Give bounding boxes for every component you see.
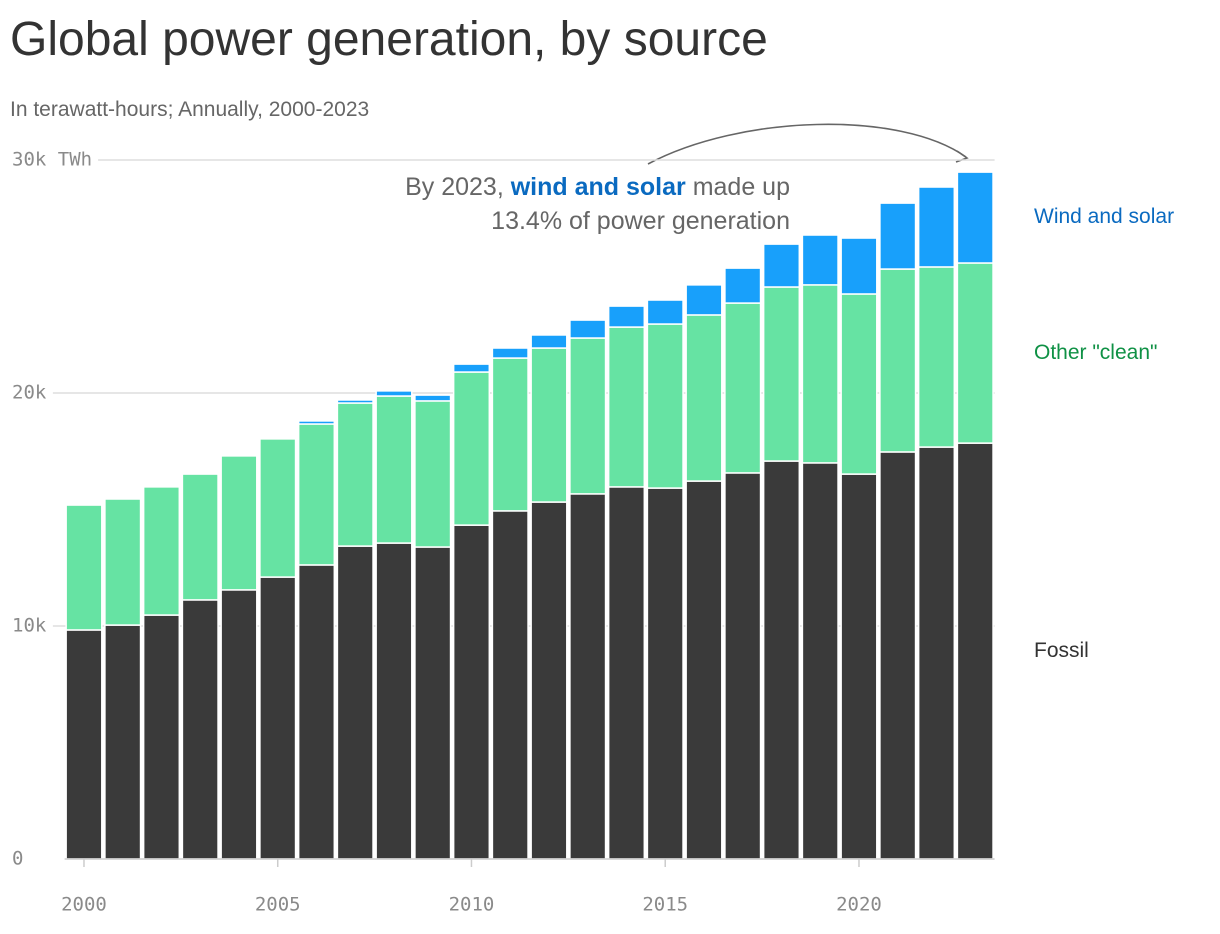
chart-subtitle: In terawatt-hours; Annually, 2000-2023 — [10, 98, 370, 121]
bar-segment — [104, 498, 142, 626]
bar-segment — [840, 293, 878, 475]
bar-segment — [452, 371, 491, 526]
bar-segment — [569, 319, 607, 339]
bar-segment — [336, 402, 374, 547]
y-tick-label: 0 — [12, 848, 23, 870]
y-tick-label: 30k TWh — [12, 149, 92, 171]
bar-segment — [569, 493, 607, 860]
bar-segment — [336, 399, 374, 404]
x-tick-label: 2020 — [836, 894, 882, 916]
annotation-text: made up — [692, 173, 790, 201]
bar-segment — [414, 546, 452, 860]
bar-segment — [336, 545, 374, 860]
bar-segment — [646, 323, 684, 489]
y-tick-label: 20k — [12, 382, 47, 404]
bar-segment — [220, 455, 258, 591]
bar-segment — [801, 234, 839, 286]
bar-segment — [491, 510, 529, 860]
bar-segment — [607, 305, 646, 328]
annotation-highlight: wind and solar — [510, 173, 686, 201]
bar-segment — [917, 446, 956, 860]
bar-segment — [104, 624, 142, 860]
bar-segment — [956, 262, 994, 444]
bar-segment — [297, 564, 336, 860]
bar-segment — [530, 501, 568, 860]
bar-segment — [452, 363, 491, 373]
bar-segment — [142, 486, 181, 616]
bar-segment — [297, 423, 336, 566]
bar-segment — [724, 472, 762, 860]
bar-segment — [685, 480, 723, 860]
bar-segment — [181, 599, 219, 860]
bar-segment — [840, 473, 878, 860]
annotation-arrow — [647, 123, 967, 165]
bar-segment — [65, 504, 103, 631]
bar-segment — [259, 576, 297, 860]
bar-segment — [414, 394, 452, 402]
bar-segment — [685, 314, 723, 482]
series-label: Fossil — [1034, 639, 1089, 663]
bar-segment — [375, 542, 413, 860]
bar-segment — [259, 438, 297, 578]
bar-segment — [801, 462, 839, 860]
bar-segment — [840, 237, 878, 295]
bar-segment — [762, 460, 801, 860]
bar-segment — [646, 487, 684, 860]
bar-segment — [956, 171, 994, 264]
bar-segment — [297, 420, 336, 425]
annotation-text: 13.4% of power generation — [491, 207, 790, 235]
bar-segment — [879, 202, 917, 270]
bar-segment — [879, 451, 917, 860]
bar-segment — [685, 284, 723, 316]
bar-segment — [452, 524, 491, 860]
bar-segment — [530, 334, 568, 349]
bar-segment — [491, 357, 529, 512]
bar-segment — [646, 299, 684, 325]
bar-segment — [65, 629, 103, 860]
series-label: Other "clean" — [1034, 341, 1158, 365]
series-label: Wind and solar — [1034, 205, 1175, 229]
x-tick-label: 2005 — [255, 894, 301, 916]
bar-segment — [530, 347, 568, 503]
bar-segment — [917, 186, 956, 268]
bar-segment — [491, 347, 529, 359]
bar-segment — [375, 395, 413, 544]
bar-segment — [607, 486, 646, 860]
bar-segment — [220, 589, 258, 860]
bar-segment — [142, 614, 181, 860]
bar-segment — [569, 337, 607, 495]
y-tick-label: 10k — [12, 615, 47, 637]
bar-segment — [724, 302, 762, 474]
bar-segment — [181, 473, 219, 601]
bar-segment — [762, 243, 801, 288]
bar-segment — [879, 268, 917, 453]
bar-segment — [762, 286, 801, 462]
bar-segment — [917, 266, 956, 448]
bar-segment — [801, 284, 839, 464]
annotation-text: By 2023, — [405, 173, 504, 201]
x-tick-label: 2015 — [642, 894, 688, 916]
bar-segment — [375, 390, 413, 397]
bar-segment — [607, 326, 646, 488]
bar-segment — [956, 442, 994, 860]
bar-segment — [724, 267, 762, 304]
annotation: By 2023, wind and solar made up 13.4% of… — [405, 170, 790, 238]
x-tick-label: 2000 — [61, 894, 107, 916]
chart-title: Global power generation, by source — [10, 13, 768, 66]
bar-segment — [414, 400, 452, 548]
x-tick-label: 2010 — [449, 894, 495, 916]
